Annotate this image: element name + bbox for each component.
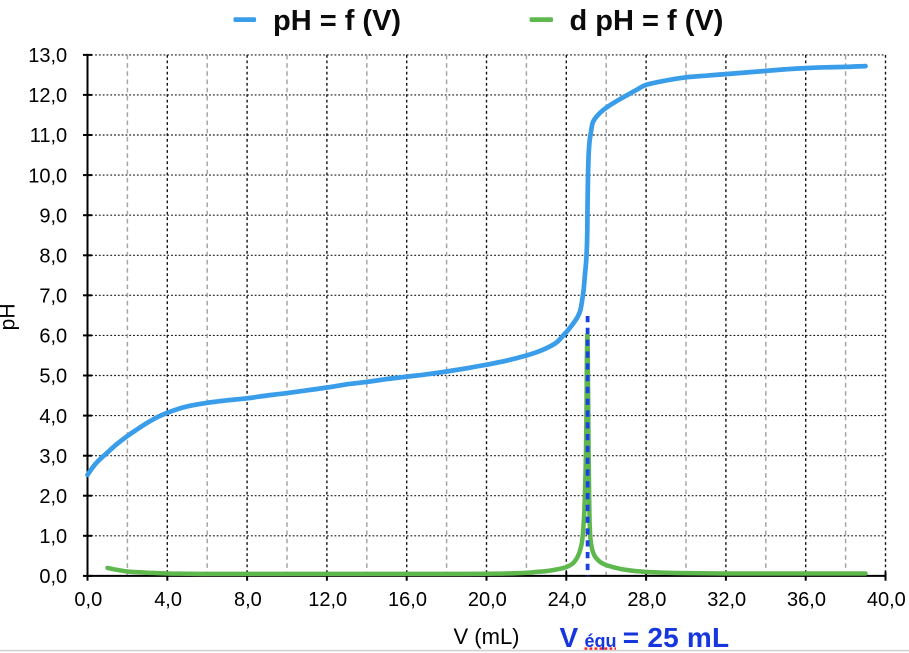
svg-text:28,0: 28,0 (627, 589, 666, 611)
svg-text:13,0: 13,0 (28, 45, 67, 67)
svg-text:pH: pH (0, 303, 20, 330)
svg-text:4,0: 4,0 (154, 589, 182, 611)
svg-text:V: V (560, 622, 579, 653)
svg-text:9,0: 9,0 (39, 205, 67, 227)
svg-text:24,0: 24,0 (548, 589, 587, 611)
svg-text:8,0: 8,0 (234, 589, 262, 611)
svg-text:2,0: 2,0 (39, 486, 67, 508)
svg-text:pH = f (V): pH = f (V) (273, 5, 401, 37)
svg-text:0,0: 0,0 (39, 566, 67, 588)
svg-text:6,0: 6,0 (39, 326, 67, 348)
svg-text:7,0: 7,0 (39, 286, 67, 308)
svg-text:1,0: 1,0 (39, 526, 67, 548)
svg-text:12,0: 12,0 (28, 85, 67, 107)
svg-text:5,0: 5,0 (39, 366, 67, 388)
svg-text:4,0: 4,0 (39, 406, 67, 428)
svg-text:11,0: 11,0 (30, 125, 67, 147)
svg-text:32,0: 32,0 (707, 589, 746, 611)
svg-text:0,0: 0,0 (74, 589, 102, 611)
svg-text:12,0: 12,0 (308, 589, 347, 611)
svg-text:20,0: 20,0 (468, 589, 507, 611)
svg-text:8,0: 8,0 (39, 246, 67, 268)
svg-text:3,0: 3,0 (39, 446, 67, 468)
svg-text:= 25 mL: = 25 mL (623, 622, 729, 653)
svg-text:équ: équ (585, 631, 617, 651)
svg-text:36,0: 36,0 (787, 589, 826, 611)
svg-text:d pH = f (V): d pH = f (V) (570, 5, 724, 37)
svg-text:V (mL): V (mL) (454, 624, 520, 649)
svg-text:16,0: 16,0 (388, 589, 427, 611)
svg-text:40,0: 40,0 (867, 589, 906, 611)
svg-text:10,0: 10,0 (28, 165, 67, 187)
